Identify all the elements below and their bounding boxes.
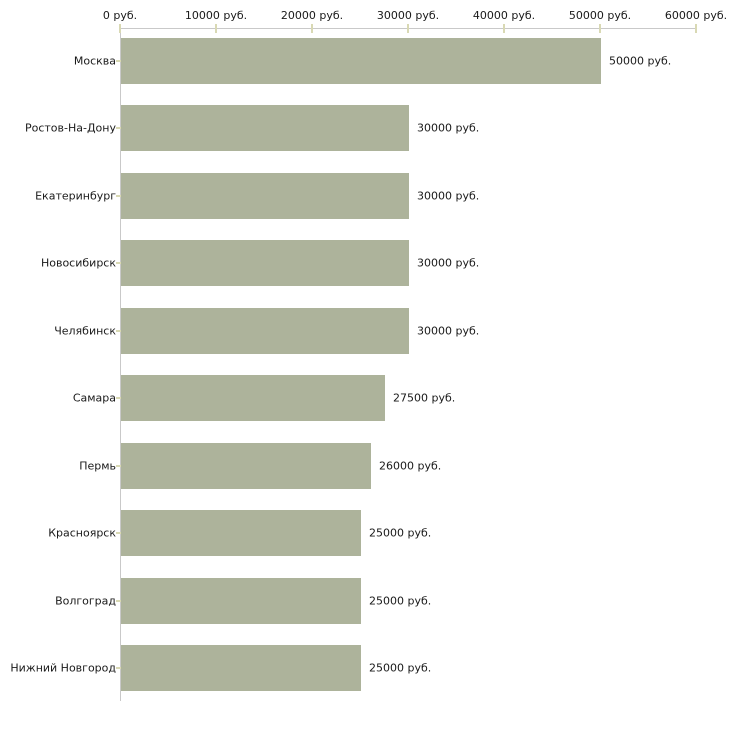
x-axis-tick-label: 30000 руб.: [376, 9, 440, 22]
bar: [121, 645, 361, 691]
y-axis-line: [120, 28, 121, 701]
bar-value-label: 30000 руб.: [417, 121, 480, 135]
x-axis-tick-label: 0 руб.: [102, 9, 138, 22]
y-axis-category-label: Самара: [72, 391, 116, 405]
y-axis-category-label: Ростов-На-Дону: [24, 121, 116, 135]
bar: [121, 375, 385, 421]
bar: [121, 173, 409, 219]
x-axis-tick-label: 60000 руб.: [664, 9, 728, 22]
x-axis-tick: [407, 24, 409, 33]
y-axis-tick: [116, 194, 121, 197]
bar-value-label: 27500 руб.: [393, 391, 456, 405]
bar: [121, 105, 409, 151]
y-axis-category-label: Москва: [73, 54, 116, 67]
x-axis-tick: [503, 24, 505, 33]
x-axis-tick: [311, 24, 313, 33]
bar-value-label: 26000 руб.: [379, 459, 442, 472]
y-axis-tick: [116, 667, 121, 669]
bar: [121, 38, 601, 84]
x-axis-tick-label: 10000 руб.: [184, 9, 248, 22]
bar-value-label: 30000 руб.: [417, 189, 480, 202]
y-axis-category-label: Новосибирск: [40, 256, 116, 270]
bar: [121, 443, 371, 489]
x-axis-tick: [695, 24, 697, 33]
y-axis-category-label: Нижний Новгород: [10, 661, 116, 675]
x-axis-tick-label: 20000 руб.: [280, 9, 344, 22]
x-axis-tick: [119, 24, 121, 33]
bar-value-label: 30000 руб.: [417, 256, 480, 270]
bar: [121, 578, 361, 624]
y-axis-tick: [116, 599, 121, 602]
bar: [121, 510, 361, 556]
y-axis-tick: [116, 397, 121, 399]
y-axis-tick: [116, 464, 121, 467]
bar: [121, 240, 409, 286]
x-axis-tick: [215, 24, 217, 33]
bar-value-label: 30000 руб.: [417, 324, 480, 337]
bar-value-label: 50000 руб.: [609, 54, 672, 67]
y-axis-category-label: Волгоград: [55, 594, 116, 607]
x-axis-tick: [599, 24, 601, 33]
bar-value-label: 25000 руб.: [369, 526, 432, 540]
y-axis-tick: [116, 329, 121, 332]
y-axis-tick: [116, 532, 121, 534]
bar-value-label: 25000 руб.: [369, 661, 432, 675]
y-axis-category-label: Екатеринбург: [35, 189, 116, 202]
y-axis-tick: [116, 59, 121, 62]
y-axis-tick: [116, 262, 121, 264]
x-axis-tick-label: 40000 руб.: [472, 9, 536, 22]
y-axis-tick: [116, 127, 121, 129]
bar-value-label: 25000 руб.: [369, 594, 432, 607]
x-axis-tick-label: 50000 руб.: [568, 9, 632, 22]
y-axis-category-label: Пермь: [79, 459, 116, 472]
bar: [121, 308, 409, 354]
y-axis-category-label: Красноярск: [48, 526, 116, 540]
y-axis-category-label: Челябинск: [54, 324, 116, 337]
